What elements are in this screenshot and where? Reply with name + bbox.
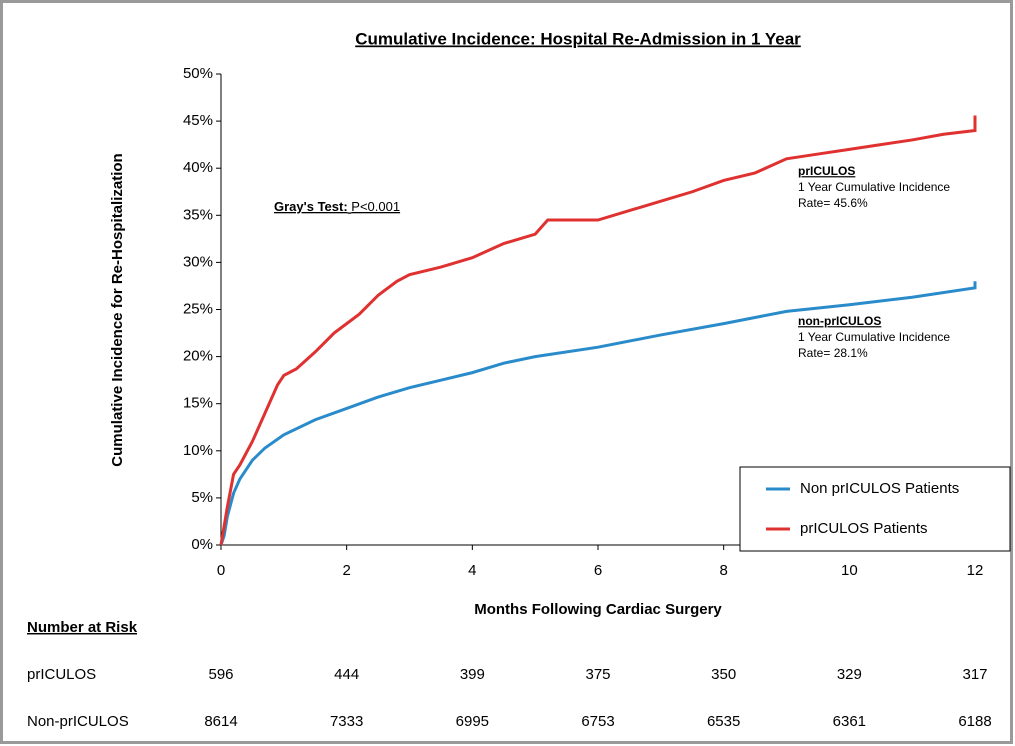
- risk-value: 6361: [833, 713, 866, 730]
- y-tick-label: 10%: [183, 442, 213, 459]
- y-tick-label: 45%: [183, 112, 213, 129]
- y-tick-label: 35%: [183, 206, 213, 223]
- chart-title: Cumulative Incidence: Hospital Re-Admiss…: [355, 29, 801, 48]
- gray-test-result: P<0.001: [351, 199, 400, 214]
- y-tick-label: 20%: [183, 348, 213, 365]
- series-annotation: 1 Year Cumulative Incidence: [798, 330, 950, 344]
- gray-test-label: Gray's Test:: [274, 199, 348, 214]
- risk-row-label: prICULOS: [27, 666, 96, 683]
- risk-value: 317: [962, 666, 987, 683]
- gray-test: Gray's Test: P<0.001: [274, 199, 400, 214]
- series-annotation: non-prICULOS: [798, 314, 881, 328]
- series-annotation: Rate= 28.1%: [798, 346, 868, 360]
- risk-value: 6995: [456, 713, 489, 730]
- risk-value: 350: [711, 666, 736, 683]
- series-annotation: prICULOS: [798, 164, 855, 178]
- risk-value: 6188: [958, 713, 991, 730]
- series-line: [219, 115, 977, 546]
- x-tick-label: 12: [967, 562, 984, 579]
- risk-value: 444: [334, 666, 359, 683]
- risk-value: 8614: [204, 713, 237, 730]
- y-tick-label: 25%: [183, 300, 213, 317]
- x-tick-label: 8: [719, 562, 727, 579]
- series-annotation: 1 Year Cumulative Incidence: [798, 180, 950, 194]
- risk-value: 375: [585, 666, 610, 683]
- legend-label: prICULOS Patients: [800, 520, 928, 537]
- risk-value: 7333: [330, 713, 363, 730]
- x-tick-label: 2: [342, 562, 350, 579]
- y-axis-title: Cumulative Incidence for Re-Hospitalizat…: [109, 153, 126, 466]
- risk-value: 329: [837, 666, 862, 683]
- risk-value: 596: [208, 666, 233, 683]
- series-annotation: Rate= 45.6%: [798, 196, 868, 210]
- risk-value: 6535: [707, 713, 740, 730]
- x-axis-title: Months Following Cardiac Surgery: [474, 601, 722, 618]
- y-tick-label: 40%: [183, 159, 213, 176]
- y-tick-label: 0%: [191, 536, 213, 553]
- legend-label: Non prICULOS Patients: [800, 480, 959, 497]
- x-tick-label: 10: [841, 562, 858, 579]
- risk-table-title: Number at Risk: [27, 619, 138, 636]
- risk-row-label: Non-prICULOS: [27, 713, 129, 730]
- x-tick-label: 0: [217, 562, 225, 579]
- y-tick-label: 5%: [191, 489, 213, 506]
- series-line: [219, 281, 977, 546]
- x-tick-label: 6: [594, 562, 602, 579]
- y-tick-label: 30%: [183, 253, 213, 270]
- x-tick-label: 4: [468, 562, 476, 579]
- legend-box: [739, 466, 1011, 552]
- y-tick-label: 50%: [183, 65, 213, 82]
- risk-value: 399: [460, 666, 485, 683]
- y-tick-label: 15%: [183, 395, 213, 412]
- risk-value: 6753: [581, 713, 614, 730]
